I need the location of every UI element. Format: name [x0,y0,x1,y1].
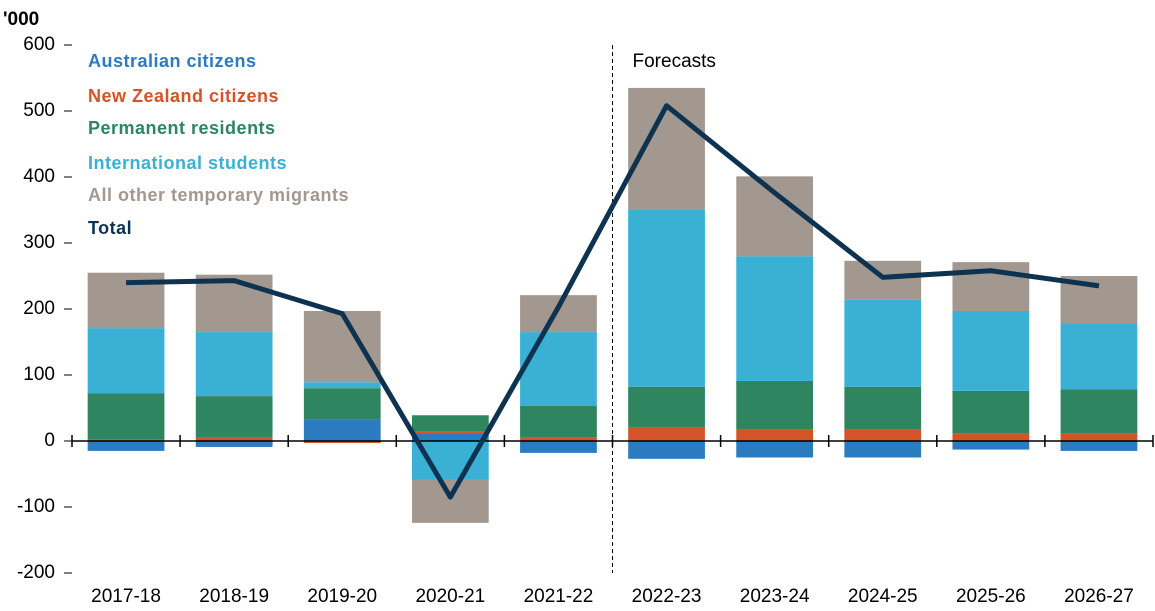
legend-entry: International students [88,153,287,173]
y-axis-label: '000 [3,9,39,30]
bar-segment [844,441,922,458]
bar-segment [411,415,489,432]
bar-segment [1060,323,1138,390]
bar-segment [952,390,1030,434]
bar-segment [520,295,597,333]
bar-segment [520,437,597,441]
total-line [126,103,1100,500]
y-tick-label: 300 [23,232,55,253]
y-tick-label: 500 [23,100,55,121]
bar-segment [87,441,165,451]
bar-segment [628,210,705,387]
bar-segment [195,274,273,333]
bar-segment [411,433,489,441]
bar-segment [87,439,165,441]
x-tick-label: 2017-18 [91,586,161,606]
bar-segment [736,256,814,381]
y-tick-label: 200 [23,298,55,319]
bar-segment [628,386,705,428]
legend-entry: Total [88,218,132,238]
x-tick-label: 2025-26 [956,586,1026,606]
legend-entry: New Zealand citizens [88,86,279,106]
x-tick-label: 2018-19 [199,586,269,606]
bar-segment [303,310,381,383]
bar-segment [303,382,381,389]
y-tick-label: 100 [23,364,55,385]
legend-entry: Permanent residents [88,118,276,138]
x-tick-label: 2019-20 [307,586,377,606]
y-tick-label: -100 [17,496,55,517]
x-tick-label: 2022-23 [632,586,702,606]
y-tick-label: 0 [44,430,55,451]
bar-segment [195,441,273,447]
bar-segment [195,332,273,397]
x-tick-label: 2023-24 [740,586,810,606]
y-tick-label: -200 [17,562,55,583]
bar-segment [1060,441,1138,451]
x-tick-label: 2026-27 [1064,586,1134,606]
bar-segment [844,429,922,441]
x-tick-label: 2021-22 [524,586,594,606]
bar-segment [628,427,705,441]
bar-segment [952,310,1030,391]
bar-segment [520,332,597,407]
y-tick-label: 600 [23,34,55,55]
bar-segment [844,386,922,430]
bar-segment [1060,433,1138,441]
bar-segment [628,441,705,459]
bar-segment [736,441,814,458]
bar-segment [952,433,1030,441]
x-tick-label: 2024-25 [848,586,918,606]
bar-segment [303,388,381,420]
bar-segment [736,380,814,430]
bar-segment [411,431,489,434]
x-tick-label: 2020-21 [415,586,485,606]
bar-segment [1060,389,1138,434]
bar-segment [844,299,922,387]
bar-segment [844,260,922,300]
annotation: Forecasts [633,51,716,72]
bar-segment [520,406,597,438]
bar-segment [195,437,273,441]
bar-segment [952,441,1030,450]
legend-entry: Australian citizens [88,51,257,71]
bar-segment [195,396,273,438]
bar-segment [303,419,381,441]
y-tick-label: 400 [23,166,55,187]
bar-segment [87,328,165,394]
bar-segment [303,441,381,443]
bar-segment [520,441,597,453]
bar-segment [736,429,814,441]
legend-entry: All other temporary migrants [88,185,349,205]
bar-segment [411,479,489,523]
bar-segment [87,393,165,440]
